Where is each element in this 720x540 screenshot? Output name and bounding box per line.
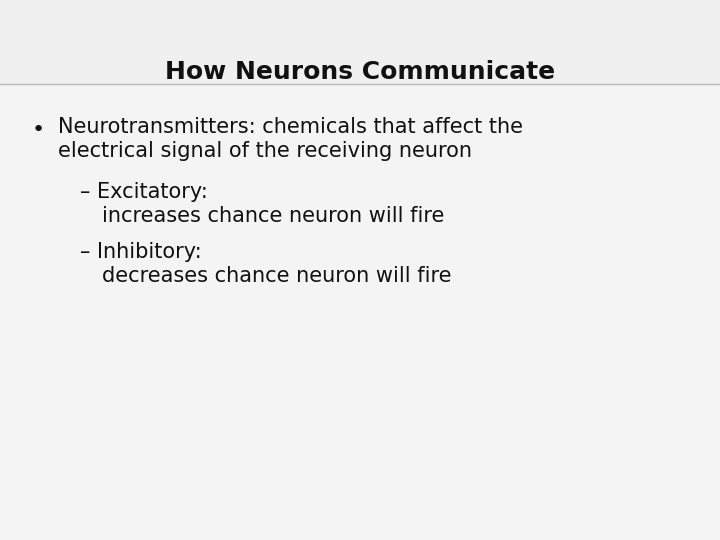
Text: increases chance neuron will fire: increases chance neuron will fire <box>102 206 444 226</box>
Bar <box>0 487 720 491</box>
Bar <box>0 478 720 482</box>
Bar <box>0 476 720 480</box>
Text: electrical signal of the receiving neuron: electrical signal of the receiving neuro… <box>58 141 472 161</box>
Bar <box>0 457 720 462</box>
Text: decreases chance neuron will fire: decreases chance neuron will fire <box>102 266 451 286</box>
Bar <box>0 491 720 495</box>
Bar <box>0 508 720 512</box>
Bar <box>0 512 720 516</box>
Bar <box>0 529 720 532</box>
Bar <box>0 493 720 497</box>
Bar <box>0 522 720 526</box>
Bar <box>0 524 720 529</box>
Bar <box>0 495 720 499</box>
Bar <box>0 520 720 524</box>
Bar <box>0 510 720 514</box>
Text: •: • <box>32 120 45 140</box>
Text: Neurotransmitters: chemicals that affect the: Neurotransmitters: chemicals that affect… <box>58 117 523 137</box>
Bar <box>0 505 720 510</box>
Bar <box>0 497 720 501</box>
Bar <box>0 526 720 530</box>
Bar <box>0 533 720 537</box>
Bar <box>0 500 720 503</box>
Bar <box>0 84 720 540</box>
Bar <box>0 474 720 478</box>
Bar <box>0 472 720 476</box>
Bar <box>0 531 720 535</box>
Bar <box>0 518 720 522</box>
Bar <box>0 537 720 540</box>
Bar <box>0 535 720 539</box>
Bar <box>0 503 720 508</box>
Bar <box>0 468 720 472</box>
Bar <box>0 481 720 484</box>
Bar <box>0 460 720 463</box>
Bar <box>0 484 720 489</box>
Bar <box>0 514 720 518</box>
Bar <box>0 470 720 474</box>
Bar <box>0 466 720 470</box>
Text: – Inhibitory:: – Inhibitory: <box>80 242 202 262</box>
Text: – Excitatory:: – Excitatory: <box>80 182 208 202</box>
Bar <box>0 455 720 460</box>
Text: How Neurons Communicate: How Neurons Communicate <box>165 60 555 84</box>
Bar <box>0 489 720 493</box>
Bar <box>0 483 720 487</box>
Bar <box>0 501 720 505</box>
Bar <box>0 462 720 465</box>
Bar <box>0 464 720 468</box>
Bar <box>0 516 720 520</box>
